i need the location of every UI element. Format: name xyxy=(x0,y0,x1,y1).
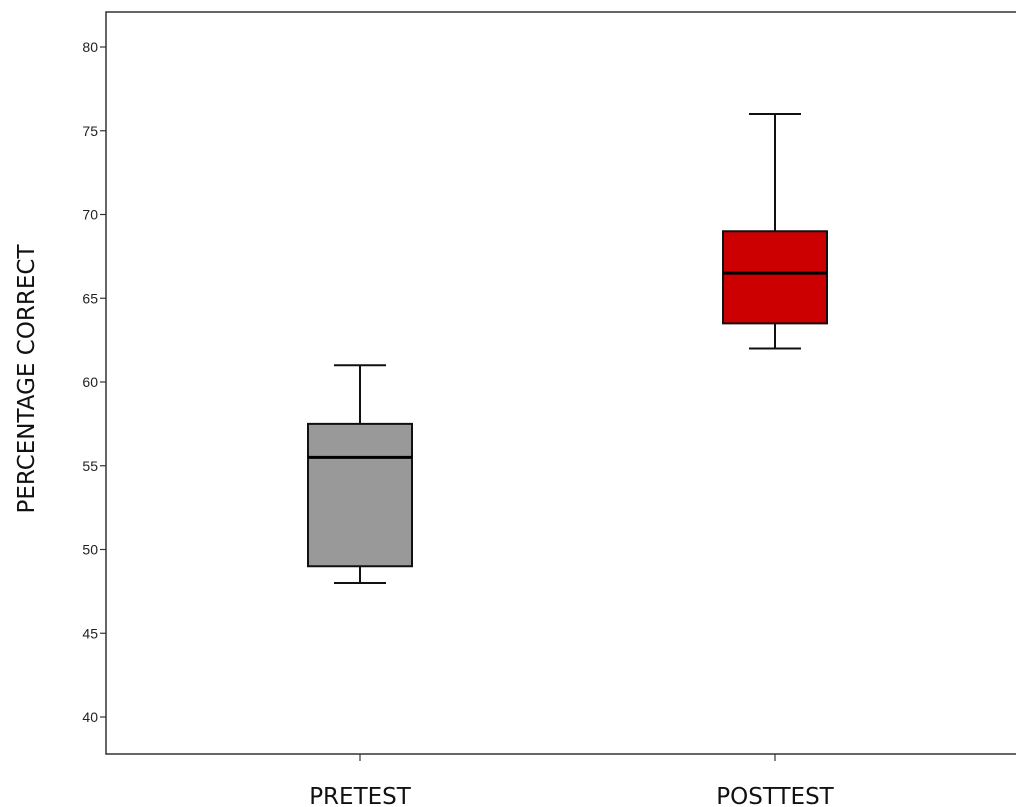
box-posttest xyxy=(722,113,828,350)
boxes xyxy=(307,113,828,584)
x-tick-label: POSTTEST xyxy=(716,784,834,807)
x-axis: PRETEST POSTTEST xyxy=(309,754,835,807)
iqr-box xyxy=(722,230,828,325)
y-tick-label: 65 xyxy=(82,290,98,306)
x-tick-label: PRETEST xyxy=(309,784,412,807)
y-tick-label: 60 xyxy=(82,374,98,390)
y-axis: 40 45 50 55 60 65 70 75 80 xyxy=(82,39,106,725)
y-tick-label: 50 xyxy=(82,542,98,558)
y-tick-label: 55 xyxy=(82,458,98,474)
y-tick-label: 75 xyxy=(82,123,98,139)
box-pretest xyxy=(307,364,413,584)
plot-area xyxy=(105,11,1016,755)
iqr-box xyxy=(307,422,413,568)
y-tick-label: 40 xyxy=(82,709,98,725)
y-tick-label: 80 xyxy=(82,39,98,55)
y-tick-label: 70 xyxy=(82,207,98,223)
y-tick-label: 45 xyxy=(82,625,98,641)
y-axis-title: PERCENTAGE CORRECT xyxy=(14,244,40,514)
